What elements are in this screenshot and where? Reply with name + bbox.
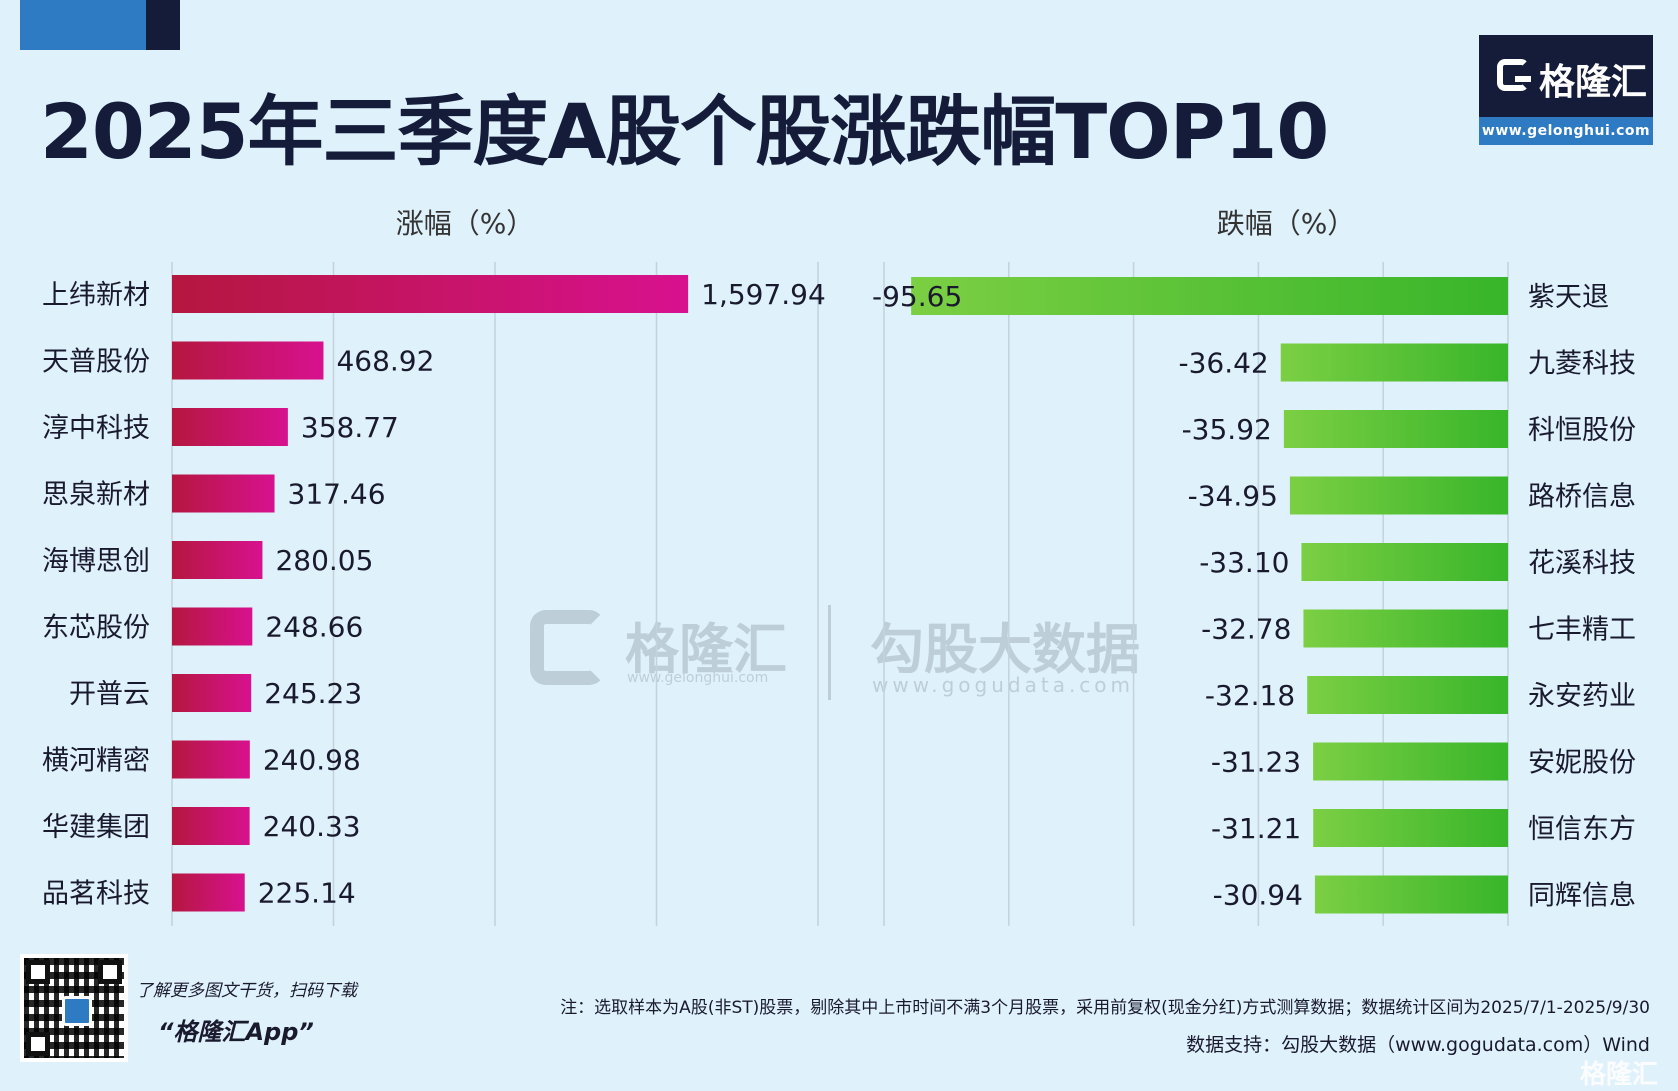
gain-value-label: 468.92 (336, 345, 434, 378)
loss-value-label: -31.21 (1211, 812, 1301, 845)
loss-value-label: -32.18 (1205, 679, 1295, 712)
loss-bar (1307, 676, 1508, 714)
gain-bar (172, 873, 245, 912)
loss-value-label: -35.92 (1182, 413, 1272, 446)
loss-bar (1289, 476, 1508, 515)
loss-category-label: 安妮股份 (1528, 748, 1636, 779)
promo-app-name: “格隆汇App” (158, 1018, 314, 1046)
gain-bar (172, 807, 250, 845)
watermark-logo-icon (530, 610, 605, 685)
logo-url: www.gelonghui.com (1479, 117, 1653, 145)
loss-category-label: 同辉信息 (1528, 881, 1636, 912)
gain-category-label: 华建集团 (42, 812, 150, 843)
gain-value-label: 280.05 (275, 544, 373, 577)
gain-category-label: 思泉新材 (42, 480, 150, 511)
loss-bar (911, 277, 1508, 315)
loss-value-label: -32.78 (1201, 613, 1291, 646)
loss-bar (1314, 875, 1508, 914)
loss-chart-title: 跌幅（%） (1217, 207, 1356, 240)
loss-bar (1303, 609, 1508, 648)
data-source: 数据支持：勾股大数据（www.gogudata.com）Wind (1186, 1034, 1650, 1056)
top-accent-dark (146, 0, 180, 50)
brand-logo: 格隆汇 www.gelonghui.com (1479, 35, 1653, 145)
corner-watermark: 格隆汇 (1579, 1060, 1658, 1090)
gain-bar (172, 541, 263, 579)
gain-bar (172, 474, 275, 513)
gain-category-label: 淳中科技 (42, 413, 150, 444)
footnote: 注：选取样本为A股(非ST)股票，剔除其中上市时间不满3个月股票，采用前复权(现… (560, 998, 1650, 1018)
loss-bar (1301, 543, 1508, 581)
qr-code[interactable] (20, 954, 128, 1062)
watermark-data-brand: 勾股大数据 (870, 618, 1140, 681)
gain-category-label: 上纬新材 (42, 280, 150, 311)
promo-tagline: 了解更多图文干货，扫码下载 (136, 981, 357, 1001)
loss-value-label: -33.10 (1199, 546, 1289, 579)
loss-bar (1313, 742, 1508, 781)
watermark: 格隆汇 www.gelonghui.com 勾股大数据 www.gogudata… (530, 605, 1180, 700)
loss-value-label: -95.65 (872, 280, 962, 313)
loss-category-label: 路桥信息 (1528, 482, 1636, 513)
loss-value-label: -30.94 (1213, 879, 1303, 912)
gain-value-label: 225.14 (258, 877, 356, 910)
gain-value-label: 245.23 (264, 677, 362, 710)
watermark-brand: 格隆汇 (625, 618, 787, 681)
loss-category-label: 紫天退 (1528, 282, 1609, 313)
gain-category-label: 品茗科技 (42, 879, 150, 910)
gain-chart-title: 涨幅（%） (396, 207, 535, 240)
watermark-brand-url: www.gelonghui.com (627, 670, 769, 686)
gain-category-label: 天普股份 (42, 347, 150, 378)
gain-value-label: 358.77 (301, 411, 399, 444)
gain-bar (172, 341, 324, 380)
gain-value-label: 240.98 (263, 744, 361, 777)
watermark-data-url: www.gogudata.com (872, 673, 1135, 697)
gain-value-label: 1,597.94 (701, 278, 826, 311)
qr-logo-icon (62, 996, 92, 1026)
watermark-divider (828, 605, 831, 700)
loss-category-label: 永安药业 (1528, 681, 1636, 712)
top-accent-blue (20, 0, 146, 50)
gain-bar (172, 607, 253, 646)
gain-value-label: 317.46 (288, 478, 386, 511)
loss-value-label: -34.95 (1188, 480, 1278, 513)
gain-bar (172, 408, 288, 446)
loss-value-label: -36.42 (1178, 347, 1268, 380)
loss-category-label: 花溪科技 (1528, 548, 1636, 579)
loss-bar (1313, 809, 1508, 847)
loss-category-label: 九菱科技 (1528, 349, 1636, 380)
gain-value-label: 248.66 (265, 611, 363, 644)
gain-category-label: 开普云 (69, 679, 150, 710)
loss-category-label: 七丰精工 (1528, 615, 1636, 646)
loss-bar (1280, 343, 1508, 382)
loss-category-label: 科恒股份 (1528, 415, 1636, 446)
loss-bar (1283, 410, 1508, 448)
page-title: 2025年三季度A股个股涨跌幅TOP10 (40, 87, 1329, 176)
gelonghui-logo-icon (1497, 59, 1531, 91)
loss-category-label: 恒信东方 (1528, 814, 1636, 845)
gain-value-label: 240.33 (263, 810, 361, 843)
gain-bar (172, 674, 252, 712)
loss-value-label: -31.23 (1211, 746, 1301, 779)
gain-bar (172, 275, 689, 313)
gain-category-label: 东芯股份 (42, 613, 150, 644)
gain-category-label: 海博思创 (42, 546, 150, 577)
gain-category-label: 横河精密 (42, 746, 150, 777)
gain-bar (172, 740, 250, 779)
logo-text: 格隆汇 (1539, 62, 1648, 103)
